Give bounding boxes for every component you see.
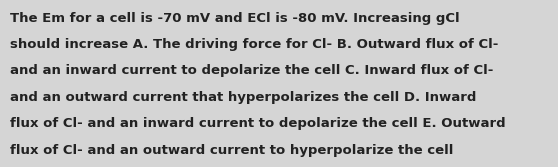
Text: The Em for a cell is -70 mV and ECl is -80 mV. Increasing gCl: The Em for a cell is -70 mV and ECl is -… [10,12,460,25]
Text: flux of Cl- and an inward current to depolarize the cell E. Outward: flux of Cl- and an inward current to dep… [10,117,506,130]
Text: and an outward current that hyperpolarizes the cell D. Inward: and an outward current that hyperpolariz… [10,91,477,104]
Text: flux of Cl- and an outward current to hyperpolarize the cell: flux of Cl- and an outward current to hy… [10,144,454,157]
Text: and an inward current to depolarize the cell C. Inward flux of Cl-: and an inward current to depolarize the … [10,64,493,77]
Text: should increase A. The driving force for Cl- B. Outward flux of Cl-: should increase A. The driving force for… [10,38,498,51]
